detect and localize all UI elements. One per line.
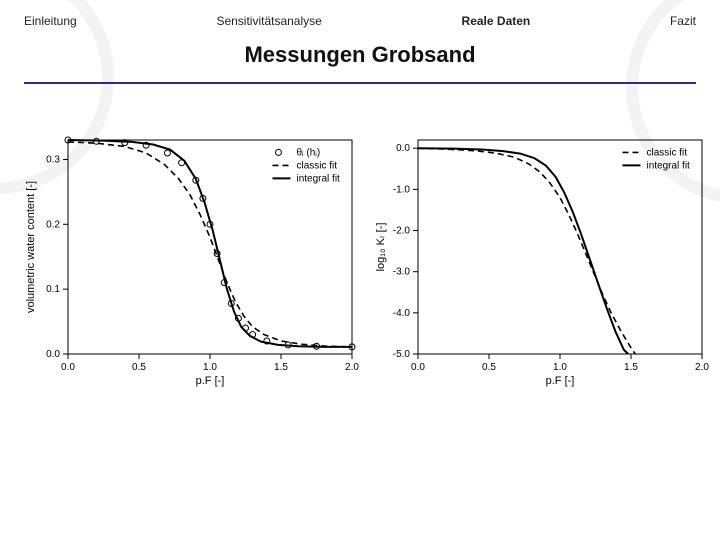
svg-text:classic fit: classic fit — [296, 160, 337, 171]
right-chart: 0.0 0.5 1.0 1.5 2.0 -5.0 -4.0 -3.0 -2.0 -1.0 0.0 p.… — [370, 130, 710, 390]
svg-text:2.0: 2.0 — [695, 362, 709, 373]
svg-text:1.0: 1.0 — [203, 362, 217, 373]
svg-text:0.1: 0.1 — [46, 284, 60, 295]
svg-text:1.5: 1.5 — [274, 362, 288, 373]
nav-tabs: Einleitung Sensitivitätsanalyse Reale Da… — [0, 14, 720, 28]
charts-row: 0.0 0.5 1.0 1.5 2.0 0.0 0.1 0.2 0.3 p.F [-] volume… — [20, 130, 700, 390]
svg-text:p.F [-]: p.F [-] — [546, 375, 575, 387]
svg-text:-1.0: -1.0 — [393, 184, 411, 195]
svg-text:0.5: 0.5 — [132, 362, 146, 373]
svg-text:-3.0: -3.0 — [393, 267, 411, 278]
svg-text:log₁₀ Kᵣ [-]: log₁₀ Kᵣ [-] — [375, 223, 387, 272]
svg-text:θᵢ (hᵢ): θᵢ (hᵢ) — [296, 147, 320, 158]
tab-einleitung[interactable]: Einleitung — [24, 14, 77, 28]
tab-sensitivitaet[interactable]: Sensitivitätsanalyse — [216, 14, 321, 28]
page-title: Messungen Grobsand — [0, 42, 720, 68]
svg-text:2.0: 2.0 — [345, 362, 359, 373]
left-chart: 0.0 0.5 1.0 1.5 2.0 0.0 0.1 0.2 0.3 p.F [-] volume… — [20, 130, 360, 390]
svg-text:1.0: 1.0 — [553, 362, 567, 373]
tab-reale-daten[interactable]: Reale Daten — [462, 14, 531, 28]
svg-text:0.2: 0.2 — [46, 219, 60, 230]
svg-text:volumetric water content [-]: volumetric water content [-] — [25, 181, 37, 313]
svg-text:0.0: 0.0 — [396, 143, 410, 154]
svg-text:0.0: 0.0 — [411, 362, 425, 373]
svg-text:integral fit: integral fit — [646, 160, 690, 171]
svg-text:-5.0: -5.0 — [393, 349, 411, 360]
svg-text:integral fit: integral fit — [296, 173, 340, 184]
svg-text:1.5: 1.5 — [624, 362, 638, 373]
svg-text:-2.0: -2.0 — [393, 226, 411, 237]
svg-text:0.0: 0.0 — [46, 349, 60, 360]
title-rule — [24, 82, 696, 84]
svg-text:0.0: 0.0 — [61, 362, 75, 373]
svg-text:-4.0: -4.0 — [393, 308, 411, 319]
svg-text:p.F [-]: p.F [-] — [196, 375, 225, 387]
svg-text:0.5: 0.5 — [482, 362, 496, 373]
tab-fazit[interactable]: Fazit — [670, 14, 696, 28]
svg-text:classic fit: classic fit — [646, 147, 687, 158]
svg-text:0.3: 0.3 — [46, 154, 60, 165]
